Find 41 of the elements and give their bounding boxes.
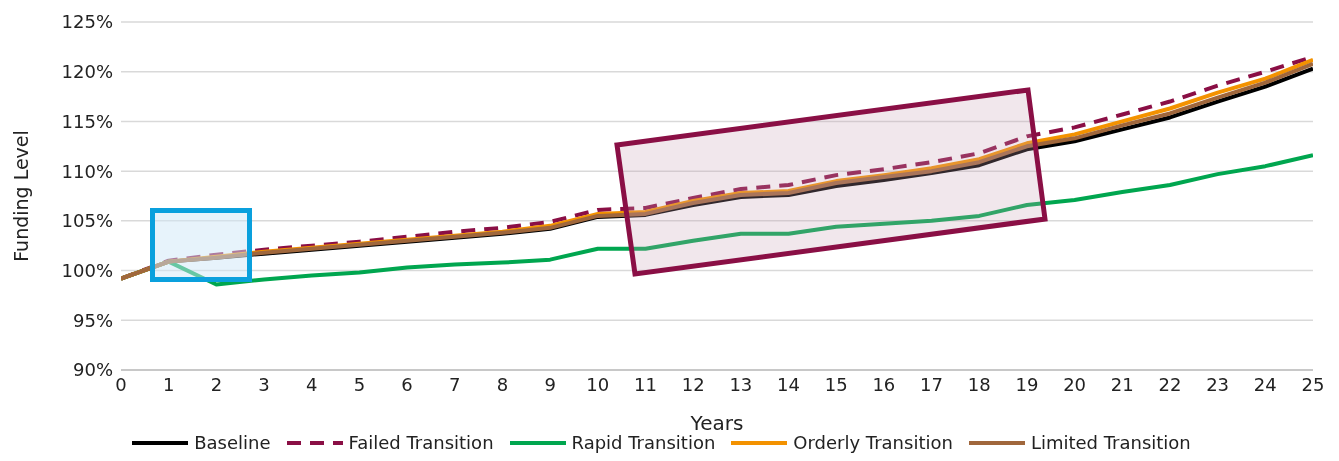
legend-label: Baseline	[194, 432, 271, 453]
y-tick-label: 100%	[61, 259, 113, 281]
x-tick-label: 25	[1301, 373, 1325, 395]
y-tick-label: 125%	[61, 11, 113, 33]
x-tick-label: 12	[681, 373, 705, 395]
x-tick-label: 17	[920, 373, 944, 395]
x-tick-label: 19	[1015, 373, 1039, 395]
x-tick-label: 4	[305, 373, 318, 395]
legend-label: Failed Transition	[348, 432, 494, 453]
x-axis-title: Years	[689, 411, 744, 435]
legend-label: Rapid Transition	[571, 432, 716, 453]
x-tick-label: 15	[824, 373, 848, 395]
x-tick-label: 24	[1253, 373, 1277, 395]
x-tick-label: 13	[729, 373, 753, 395]
x-tick-label: 20	[1063, 373, 1087, 395]
x-tick-label: 8	[496, 373, 509, 395]
x-tick-label: 3	[258, 373, 270, 395]
x-tick-label: 2	[210, 373, 223, 395]
legend-label: Orderly Transition	[793, 432, 953, 453]
y-tick-label: 95%	[72, 309, 113, 331]
y-tick-label: 110%	[61, 160, 113, 182]
x-tick-label: 16	[872, 373, 896, 395]
x-tick-label: 22	[1158, 373, 1182, 395]
x-tick-label: 1	[162, 373, 175, 395]
y-tick-label: 120%	[61, 61, 113, 83]
x-tick-label: 18	[967, 373, 991, 395]
x-tick-label: 21	[1110, 373, 1134, 395]
x-tick-label: 14	[777, 373, 800, 395]
y-tick-label: 105%	[61, 210, 113, 232]
x-tick-label: 9	[544, 373, 556, 395]
x-tick-label: 0	[115, 373, 127, 395]
x-tick-label: 11	[634, 373, 657, 395]
x-tick-label: 7	[449, 373, 461, 395]
x-tick-label: 5	[353, 373, 366, 395]
x-tick-label: 23	[1206, 373, 1230, 395]
y-tick-label: 115%	[61, 110, 113, 132]
y-tick-label: 90%	[72, 359, 113, 381]
x-tick-label: 6	[401, 373, 413, 395]
legend-label: Limited Transition	[1030, 432, 1191, 453]
x-tick-label: 10	[586, 373, 610, 395]
y-axis-title: Funding Level	[10, 130, 32, 262]
